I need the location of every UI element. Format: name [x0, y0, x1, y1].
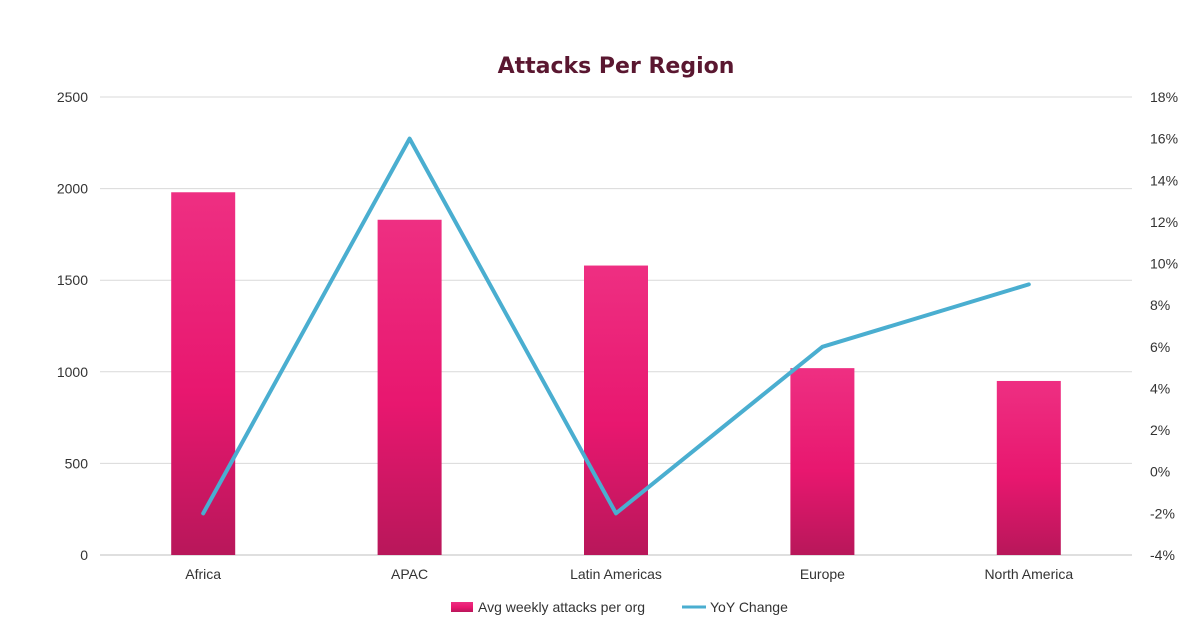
- category-label: Latin Americas: [570, 566, 662, 582]
- category-label: Europe: [800, 566, 845, 582]
- left-tick-label: 2500: [57, 89, 88, 105]
- line-point: [201, 511, 205, 515]
- legend-line-label: YoY Change: [710, 599, 788, 615]
- chart-title: Attacks Per Region: [498, 54, 735, 79]
- right-tick-label: 8%: [1150, 297, 1170, 313]
- category-label: APAC: [391, 566, 428, 582]
- bar: [171, 192, 236, 555]
- left-axis: 0 500 1000 1500 2000 2500: [57, 89, 88, 563]
- bar: [790, 368, 855, 555]
- left-tick-label: 1000: [57, 364, 88, 380]
- right-tick-label: 10%: [1150, 256, 1178, 272]
- category-label: Africa: [185, 566, 221, 582]
- left-tick-label: 1500: [57, 272, 88, 288]
- bar: [377, 219, 442, 555]
- right-tick-label: 0%: [1150, 464, 1170, 480]
- left-tick-label: 500: [65, 455, 89, 471]
- line-point: [614, 511, 618, 515]
- right-tick-label: -2%: [1150, 505, 1175, 521]
- legend-bar-swatch: [451, 602, 473, 612]
- right-axis: -4% -2% 0% 2% 4% 6% 8% 10% 12% 14% 16% 18%: [1150, 89, 1178, 563]
- bar: [996, 380, 1061, 555]
- category-label: North America: [984, 566, 1073, 582]
- bar-series: [171, 192, 1061, 555]
- line-point: [1027, 282, 1031, 286]
- category-axis: Africa APAC Latin Americas Europe North Amer…: [185, 566, 1073, 582]
- right-tick-label: 18%: [1150, 89, 1178, 105]
- right-tick-label: 4%: [1150, 380, 1170, 396]
- bar: [584, 265, 648, 555]
- line-point: [820, 345, 824, 349]
- legend: Avg weekly attacks per org YoY Change: [451, 599, 788, 615]
- right-tick-label: 16%: [1150, 131, 1178, 147]
- right-tick-label: 14%: [1150, 172, 1178, 188]
- right-tick-label: 12%: [1150, 214, 1178, 230]
- right-tick-label: 6%: [1150, 339, 1170, 355]
- legend-bar-label: Avg weekly attacks per org: [478, 599, 645, 615]
- right-tick-label: -4%: [1150, 547, 1175, 563]
- line-series: [201, 136, 1031, 516]
- left-tick-label: 0: [80, 547, 88, 563]
- left-tick-label: 2000: [57, 181, 88, 197]
- line-point: [408, 137, 412, 141]
- right-tick-label: 2%: [1150, 422, 1170, 438]
